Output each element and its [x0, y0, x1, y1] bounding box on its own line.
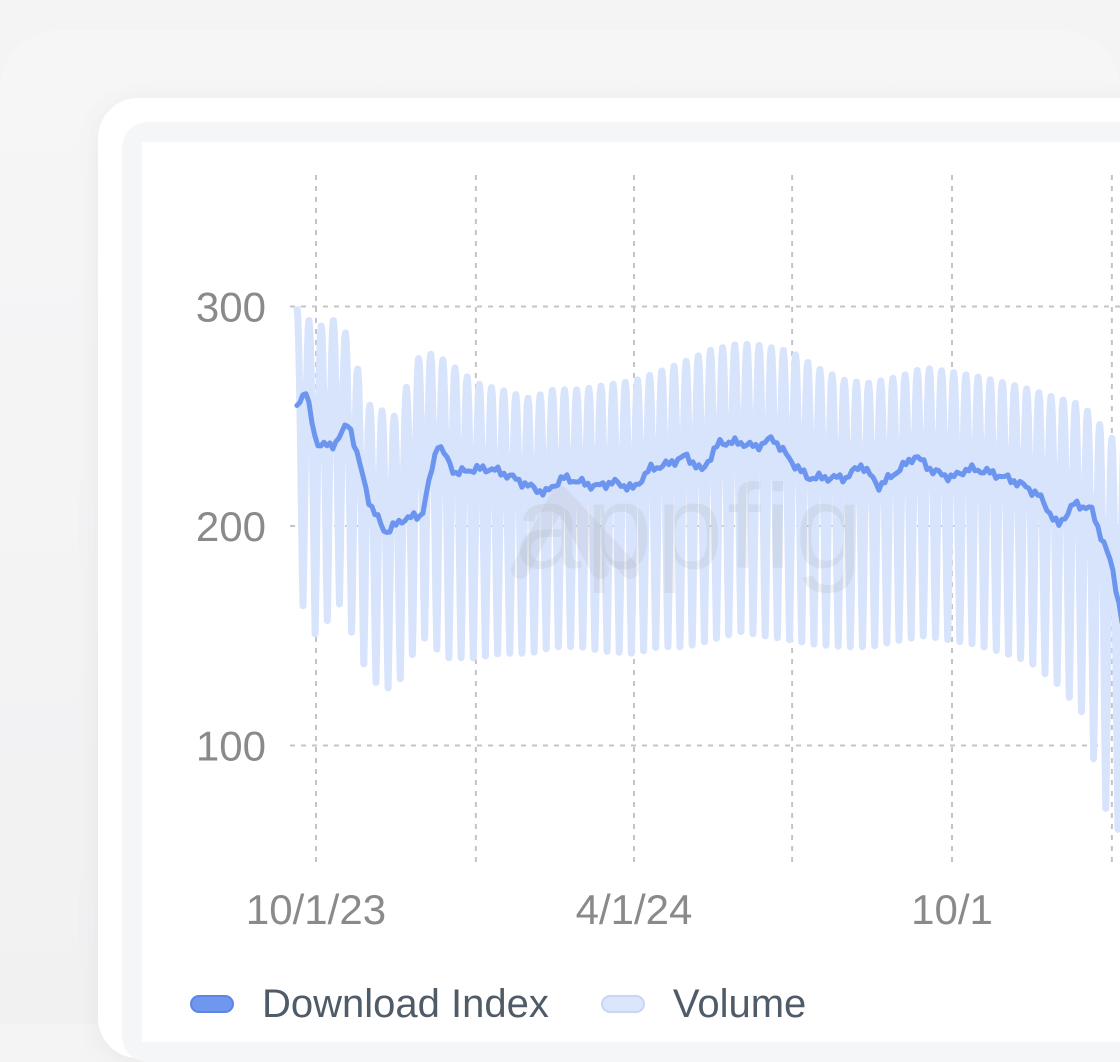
chart-legend: Download Index Volume [190, 980, 858, 1028]
x-tick-label: 10/1 [911, 886, 993, 933]
watermark-logo-icon [511, 486, 639, 579]
legend-swatch-light-icon [600, 995, 645, 1013]
download-index-line [294, 391, 1120, 625]
volume-line [293, 306, 1120, 833]
legend-item-download-index[interactable]: Download Index [190, 982, 549, 1027]
x-tick-label: 10/1/23 [246, 886, 386, 933]
y-tick-label: 200 [196, 503, 266, 550]
legend-swatch-dark-icon [190, 995, 234, 1013]
legend-item-volume[interactable]: Volume [600, 981, 807, 1027]
x-axis: 10/1/23 4/1/24 10/1 [246, 886, 993, 933]
volume-series [293, 306, 1120, 833]
legend-label-download-index: Download Index [262, 981, 549, 1026]
y-tick-label: 100 [196, 723, 266, 770]
legend-label-volume: Volume [672, 981, 807, 1026]
download-index-series [294, 391, 1120, 625]
y-axis: 100 200 300 [196, 284, 266, 770]
x-tick-label: 4/1/24 [576, 886, 693, 933]
y-tick-label: 300 [196, 284, 266, 331]
volume-band [296, 369, 1120, 616]
